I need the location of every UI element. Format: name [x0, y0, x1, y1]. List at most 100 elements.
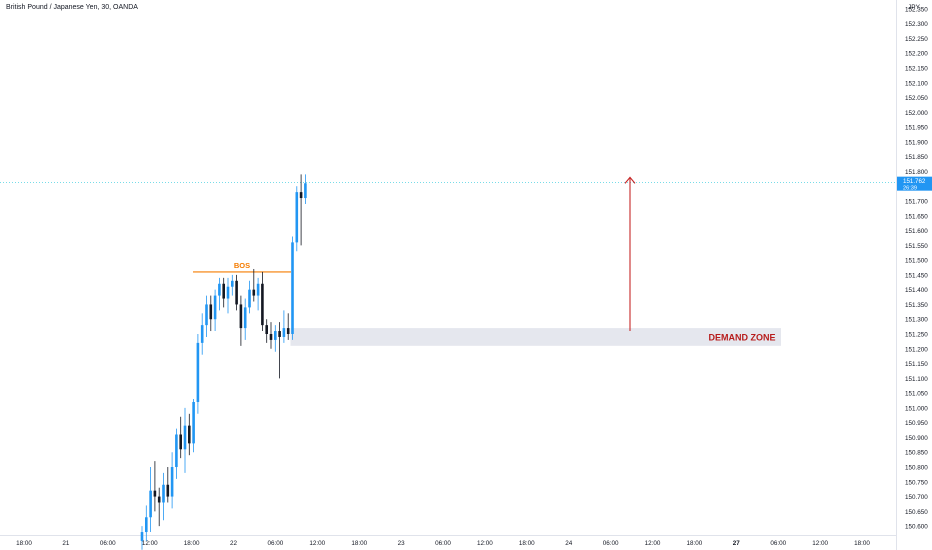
x-tick-label: 27 [733, 540, 741, 547]
candle-body[interactable] [261, 283, 264, 326]
candle-body[interactable] [162, 484, 165, 503]
candle-body[interactable] [157, 496, 161, 503]
candle-body[interactable] [153, 490, 157, 497]
y-tick-label: 151.000 [905, 405, 928, 412]
y-tick-label: 150.800 [905, 465, 928, 472]
y-tick-label: 152.050 [905, 95, 928, 102]
chart-title: British Pound / Japanese Yen, 30, OANDA [6, 4, 138, 11]
y-tick-label: 152.150 [905, 65, 928, 72]
currency-label: JPY [908, 4, 921, 11]
candle-body[interactable] [274, 331, 277, 340]
y-tick-label: 151.200 [905, 346, 928, 353]
candle-body[interactable] [192, 401, 195, 444]
x-tick-label: 06:00 [100, 540, 116, 547]
candle-body[interactable] [235, 280, 238, 305]
demand-zone-box[interactable] [290, 328, 782, 346]
candle-body[interactable] [278, 331, 281, 337]
y-tick-label: 152.000 [905, 110, 928, 117]
last-price-tag [897, 176, 932, 191]
y-tick-label: 152.350 [905, 6, 928, 13]
y-tick-label: 151.900 [905, 139, 928, 146]
candle-body[interactable] [179, 434, 182, 450]
y-tick-label: 150.900 [905, 435, 928, 442]
x-tick-label: 21 [62, 540, 70, 547]
y-tick-label: 151.950 [905, 125, 928, 132]
y-tick-label: 151.350 [905, 302, 928, 309]
y-tick-label: 150.850 [905, 450, 928, 457]
target-arrow-head [624, 176, 636, 184]
candle-body[interactable] [286, 328, 290, 335]
y-tick-label: 151.800 [905, 169, 928, 176]
x-tick-label: 18:00 [854, 540, 870, 547]
x-tick-label: 06:00 [268, 540, 284, 547]
candle-body[interactable] [205, 304, 208, 326]
y-tick-label: 151.300 [905, 317, 928, 324]
candle-body[interactable] [252, 289, 256, 296]
x-tick-label: 22 [230, 540, 238, 547]
x-tick-label: 06:00 [770, 540, 786, 547]
y-tick-label: 151.450 [905, 272, 928, 279]
y-tick-label: 151.250 [905, 332, 928, 339]
x-tick-label: 18:00 [351, 540, 367, 547]
x-tick-label: 12:00 [645, 540, 661, 547]
candle-body[interactable] [299, 192, 303, 199]
candle-body[interactable] [243, 307, 247, 329]
y-tick-label: 150.750 [905, 479, 928, 486]
y-tick-label: 151.850 [905, 154, 928, 161]
candle-body[interactable] [304, 183, 307, 199]
candle-body[interactable] [218, 283, 221, 296]
candle-body[interactable] [166, 484, 170, 497]
candle-body[interactable] [149, 490, 152, 518]
y-tick-label: 150.950 [905, 420, 928, 427]
last-price-timer: 26:39 [903, 185, 917, 191]
y-tick-label: 151.400 [905, 287, 928, 294]
candle-body[interactable] [145, 517, 148, 533]
candle-body[interactable] [239, 304, 243, 329]
candle-body[interactable] [170, 467, 174, 497]
y-tick-label: 152.200 [905, 51, 928, 58]
y-tick-label: 151.100 [905, 376, 928, 383]
bos-label: BOS [234, 261, 250, 270]
candle-body[interactable] [200, 325, 204, 343]
x-tick-label: 24 [565, 540, 573, 547]
candle-body[interactable] [222, 283, 225, 299]
x-tick-label: 18:00 [184, 540, 200, 547]
candle-body[interactable] [175, 434, 178, 468]
candle-body[interactable] [209, 304, 213, 320]
candle-body[interactable] [291, 242, 294, 335]
x-tick-label: 18:00 [16, 540, 32, 547]
y-tick-label: 150.600 [905, 524, 928, 531]
candle-body[interactable] [140, 532, 144, 541]
candle-body[interactable] [196, 342, 200, 402]
candle-body[interactable] [295, 192, 299, 243]
x-tick-label: 12:00 [477, 540, 493, 547]
y-tick-label: 152.100 [905, 80, 928, 87]
y-tick-label: 150.700 [905, 494, 928, 501]
y-tick-label: 151.500 [905, 258, 928, 265]
candle-body[interactable] [226, 286, 230, 299]
candle-body[interactable] [231, 280, 234, 287]
y-tick-label: 151.650 [905, 213, 928, 220]
y-tick-label: 152.300 [905, 21, 928, 28]
demand-zone-label: DEMAND ZONE [709, 332, 776, 342]
candle-body[interactable] [213, 295, 217, 320]
candle-body[interactable] [256, 283, 260, 296]
candle-body[interactable] [282, 328, 286, 337]
y-tick-label: 151.700 [905, 198, 928, 205]
x-tick-label: 12:00 [812, 540, 828, 547]
y-tick-label: 151.150 [905, 361, 928, 368]
y-tick-label: 151.550 [905, 243, 928, 250]
candle-body[interactable] [269, 334, 273, 340]
x-tick-label: 18:00 [519, 540, 535, 547]
candle-body[interactable] [248, 289, 251, 308]
x-tick-label: 23 [398, 540, 406, 547]
candle-body[interactable] [188, 425, 191, 444]
last-price-value: 151.762 [903, 178, 926, 185]
candle-body[interactable] [183, 425, 187, 450]
y-tick-label: 151.600 [905, 228, 928, 235]
y-tick-label: 150.650 [905, 509, 928, 516]
candle-body[interactable] [265, 325, 268, 335]
y-tick-label: 152.250 [905, 36, 928, 43]
